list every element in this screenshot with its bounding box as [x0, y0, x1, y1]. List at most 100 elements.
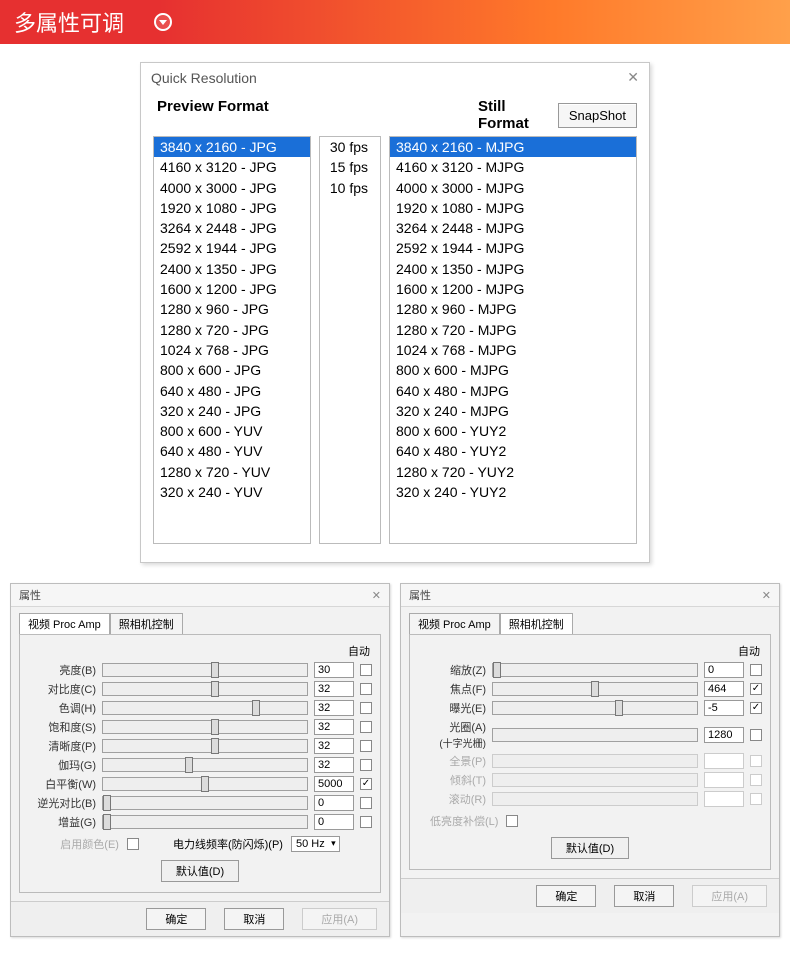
slider-track[interactable] — [492, 682, 698, 696]
slider-track[interactable] — [492, 663, 698, 677]
list-item[interactable]: 3840 x 2160 - JPG — [154, 137, 310, 157]
close-icon[interactable]: ✕ — [762, 589, 771, 602]
auto-checkbox[interactable] — [360, 740, 372, 752]
value-box[interactable]: 5000 — [314, 776, 354, 792]
slider-track[interactable] — [102, 758, 308, 772]
auto-checkbox[interactable] — [750, 729, 762, 741]
value-box[interactable]: 0 — [314, 814, 354, 830]
list-item[interactable]: 2400 x 1350 - JPG — [154, 259, 310, 279]
list-item[interactable]: 800 x 600 - JPG — [154, 360, 310, 380]
list-item[interactable]: 4160 x 3120 - JPG — [154, 157, 310, 177]
defaults-button[interactable]: 默认值(D) — [551, 837, 629, 859]
list-item[interactable]: 4160 x 3120 - MJPG — [390, 157, 636, 177]
fps-list[interactable]: 30 fps15 fps10 fps — [319, 136, 381, 544]
lowlight-checkbox[interactable] — [506, 815, 518, 827]
auto-checkbox[interactable] — [360, 702, 372, 714]
slider-thumb[interactable] — [252, 700, 260, 716]
value-box[interactable]: 1280 — [704, 727, 744, 743]
auto-checkbox[interactable] — [360, 816, 372, 828]
list-item[interactable]: 10 fps — [320, 178, 374, 198]
list-item[interactable]: 1280 x 960 - MJPG — [390, 299, 636, 319]
auto-checkbox[interactable] — [750, 702, 762, 714]
value-box[interactable]: 0 — [704, 662, 744, 678]
close-icon[interactable]: ✕ — [372, 589, 381, 602]
tab-proc-amp[interactable]: 视频 Proc Amp — [409, 613, 500, 634]
tab-camera-control[interactable]: 照相机控制 — [500, 613, 573, 634]
auto-checkbox[interactable] — [360, 778, 372, 790]
list-item[interactable]: 1600 x 1200 - MJPG — [390, 279, 636, 299]
ok-button[interactable]: 确定 — [536, 885, 596, 907]
slider-track[interactable] — [102, 739, 308, 753]
value-box[interactable]: 32 — [314, 719, 354, 735]
ok-button[interactable]: 确定 — [146, 908, 206, 930]
still-format-list[interactable]: 3840 x 2160 - MJPG4160 x 3120 - MJPG4000… — [389, 136, 637, 544]
list-item[interactable]: 1920 x 1080 - MJPG — [390, 198, 636, 218]
list-item[interactable]: 30 fps — [320, 137, 374, 157]
tab-camera-control[interactable]: 照相机控制 — [110, 613, 183, 634]
slider-thumb[interactable] — [211, 681, 219, 697]
list-item[interactable]: 2592 x 1944 - JPG — [154, 238, 310, 258]
slider-track[interactable] — [492, 728, 698, 742]
slider-track[interactable] — [102, 815, 308, 829]
slider-track[interactable] — [102, 701, 308, 715]
slider-thumb[interactable] — [493, 662, 501, 678]
list-item[interactable]: 4000 x 3000 - JPG — [154, 178, 310, 198]
slider-track[interactable] — [102, 682, 308, 696]
list-item[interactable]: 320 x 240 - YUV — [154, 482, 310, 502]
slider-track[interactable] — [102, 777, 308, 791]
value-box[interactable]: 30 — [314, 662, 354, 678]
list-item[interactable]: 640 x 480 - JPG — [154, 381, 310, 401]
list-item[interactable]: 3840 x 2160 - MJPG — [390, 137, 636, 157]
slider-thumb[interactable] — [211, 662, 219, 678]
value-box[interactable]: 32 — [314, 700, 354, 716]
auto-checkbox[interactable] — [360, 664, 372, 676]
slider-track[interactable] — [102, 796, 308, 810]
auto-checkbox[interactable] — [360, 721, 372, 733]
slider-thumb[interactable] — [201, 776, 209, 792]
value-box[interactable]: 32 — [314, 738, 354, 754]
color-enable-checkbox[interactable] — [127, 838, 139, 850]
auto-checkbox[interactable] — [360, 759, 372, 771]
slider-track[interactable] — [492, 701, 698, 715]
list-item[interactable]: 1600 x 1200 - JPG — [154, 279, 310, 299]
auto-checkbox[interactable] — [360, 797, 372, 809]
list-item[interactable]: 320 x 240 - YUY2 — [390, 482, 636, 502]
list-item[interactable]: 1280 x 720 - MJPG — [390, 320, 636, 340]
list-item[interactable]: 1280 x 960 - JPG — [154, 299, 310, 319]
value-box[interactable]: 0 — [314, 795, 354, 811]
list-item[interactable]: 1280 x 720 - YUY2 — [390, 462, 636, 482]
close-icon[interactable]: ✕ — [627, 69, 639, 86]
cancel-button[interactable]: 取消 — [224, 908, 284, 930]
slider-thumb[interactable] — [103, 814, 111, 830]
apply-button[interactable]: 应用(A) — [302, 908, 377, 930]
powerline-select[interactable]: 50 Hz — [291, 836, 340, 852]
slider-track[interactable] — [102, 720, 308, 734]
list-item[interactable]: 1280 x 720 - YUV — [154, 462, 310, 482]
list-item[interactable]: 3264 x 2448 - MJPG — [390, 218, 636, 238]
list-item[interactable]: 1280 x 720 - JPG — [154, 320, 310, 340]
slider-thumb[interactable] — [185, 757, 193, 773]
slider-thumb[interactable] — [211, 738, 219, 754]
list-item[interactable]: 2592 x 1944 - MJPG — [390, 238, 636, 258]
dropdown-icon[interactable] — [154, 13, 172, 31]
slider-thumb[interactable] — [591, 681, 599, 697]
auto-checkbox[interactable] — [750, 664, 762, 676]
list-item[interactable]: 1024 x 768 - MJPG — [390, 340, 636, 360]
apply-button[interactable]: 应用(A) — [692, 885, 767, 907]
value-box[interactable]: 32 — [314, 681, 354, 697]
list-item[interactable]: 4000 x 3000 - MJPG — [390, 178, 636, 198]
list-item[interactable]: 640 x 480 - YUY2 — [390, 441, 636, 461]
list-item[interactable]: 1920 x 1080 - JPG — [154, 198, 310, 218]
slider-thumb[interactable] — [103, 795, 111, 811]
list-item[interactable]: 640 x 480 - YUV — [154, 441, 310, 461]
list-item[interactable]: 2400 x 1350 - MJPG — [390, 259, 636, 279]
value-box[interactable]: -5 — [704, 700, 744, 716]
defaults-button[interactable]: 默认值(D) — [161, 860, 239, 882]
list-item[interactable]: 3264 x 2448 - JPG — [154, 218, 310, 238]
cancel-button[interactable]: 取消 — [614, 885, 674, 907]
slider-thumb[interactable] — [615, 700, 623, 716]
list-item[interactable]: 800 x 600 - YUY2 — [390, 421, 636, 441]
list-item[interactable]: 640 x 480 - MJPG — [390, 381, 636, 401]
value-box[interactable]: 32 — [314, 757, 354, 773]
tab-proc-amp[interactable]: 视频 Proc Amp — [19, 613, 110, 634]
